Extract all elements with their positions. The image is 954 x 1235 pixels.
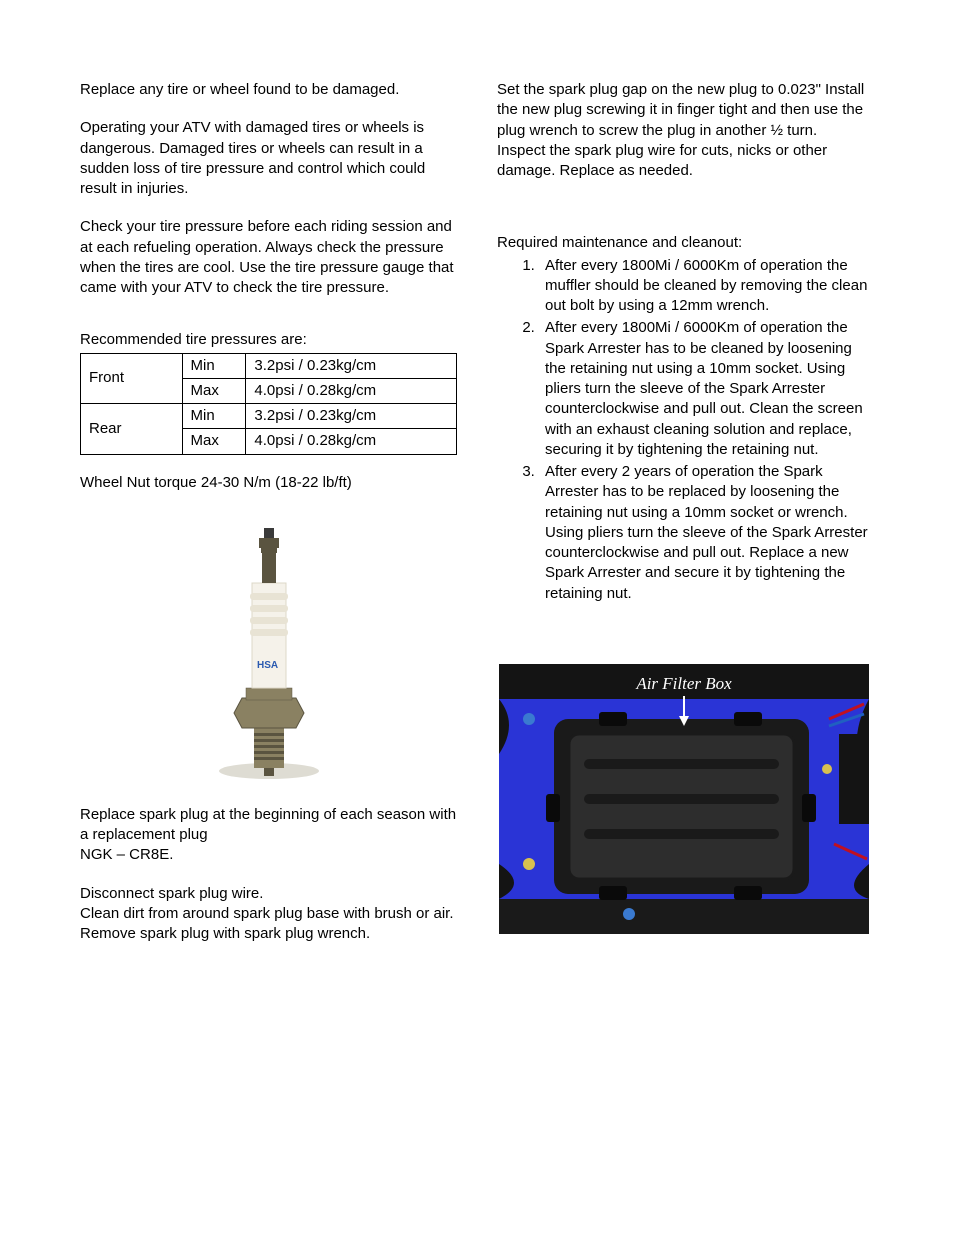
tire-pressure-table: Front Min 3.2psi / 0.23kg/cm Max 4.0psi … <box>80 353 457 455</box>
maintenance-list: After every 1800Mi / 6000Km of operation… <box>497 256 874 604</box>
spark-step-1: Disconnect spark plug wire. <box>80 884 457 904</box>
tire-pressure-caption: Recommended tire pressures are: <box>80 330 457 350</box>
tire-rear-label: Rear <box>81 404 183 455</box>
right-column: Set the spark plug gap on the new plug t… <box>497 80 874 944</box>
list-item: After every 2 years of operation the Spa… <box>539 462 874 604</box>
spark-plug-icon: HSA <box>204 523 334 783</box>
list-item: After every 1800Mi / 6000Km of operation… <box>539 318 874 460</box>
table-row: Rear Min 3.2psi / 0.23kg/cm <box>81 404 457 429</box>
spark-replace-2: NGK – CR8E. <box>80 845 457 865</box>
spark-step-3: Remove spark plug with spark plug wrench… <box>80 924 457 944</box>
tire-front-min-label: Min <box>182 353 246 378</box>
tire-front-min-val: 3.2psi / 0.23kg/cm <box>246 353 457 378</box>
list-item: After every 1800Mi / 6000Km of operation… <box>539 256 874 317</box>
air-filter-image: Air Filter Box <box>499 664 869 934</box>
svg-text:HSA: HSA <box>257 660 278 671</box>
air-filter-label-text: Air Filter Box <box>635 674 732 693</box>
tire-replace-note: Replace any tire or wheel found to be da… <box>80 80 457 100</box>
spark-step-2: Clean dirt from around spark plug base w… <box>80 904 457 924</box>
air-filter-box-icon: Air Filter Box <box>499 664 869 934</box>
tire-rear-max-label: Max <box>182 429 246 454</box>
tire-rear-max-val: 4.0psi / 0.28kg/cm <box>246 429 457 454</box>
tire-pressure-check: Check your tire pressure before each rid… <box>80 217 457 298</box>
spark-wire-inspect: Inspect the spark plug wire for cuts, ni… <box>497 141 874 182</box>
tire-front-max-val: 4.0psi / 0.28kg/cm <box>246 378 457 403</box>
spark-replace-1: Replace spark plug at the beginning of e… <box>80 805 457 846</box>
tire-rear-min-label: Min <box>182 404 246 429</box>
maintenance-intro: Required maintenance and cleanout: <box>497 233 874 253</box>
tire-front-max-label: Max <box>182 378 246 403</box>
spark-gap: Set the spark plug gap on the new plug t… <box>497 80 874 141</box>
tire-warning: Operating your ATV with damaged tires or… <box>80 118 457 199</box>
wheel-nut-torque: Wheel Nut torque 24-30 N/m (18-22 lb/ft) <box>80 473 457 493</box>
table-row: Front Min 3.2psi / 0.23kg/cm <box>81 353 457 378</box>
left-column: Replace any tire or wheel found to be da… <box>80 80 457 944</box>
tire-rear-min-val: 3.2psi / 0.23kg/cm <box>246 404 457 429</box>
spark-plug-image: HSA <box>80 513 457 793</box>
tire-front-label: Front <box>81 353 183 404</box>
